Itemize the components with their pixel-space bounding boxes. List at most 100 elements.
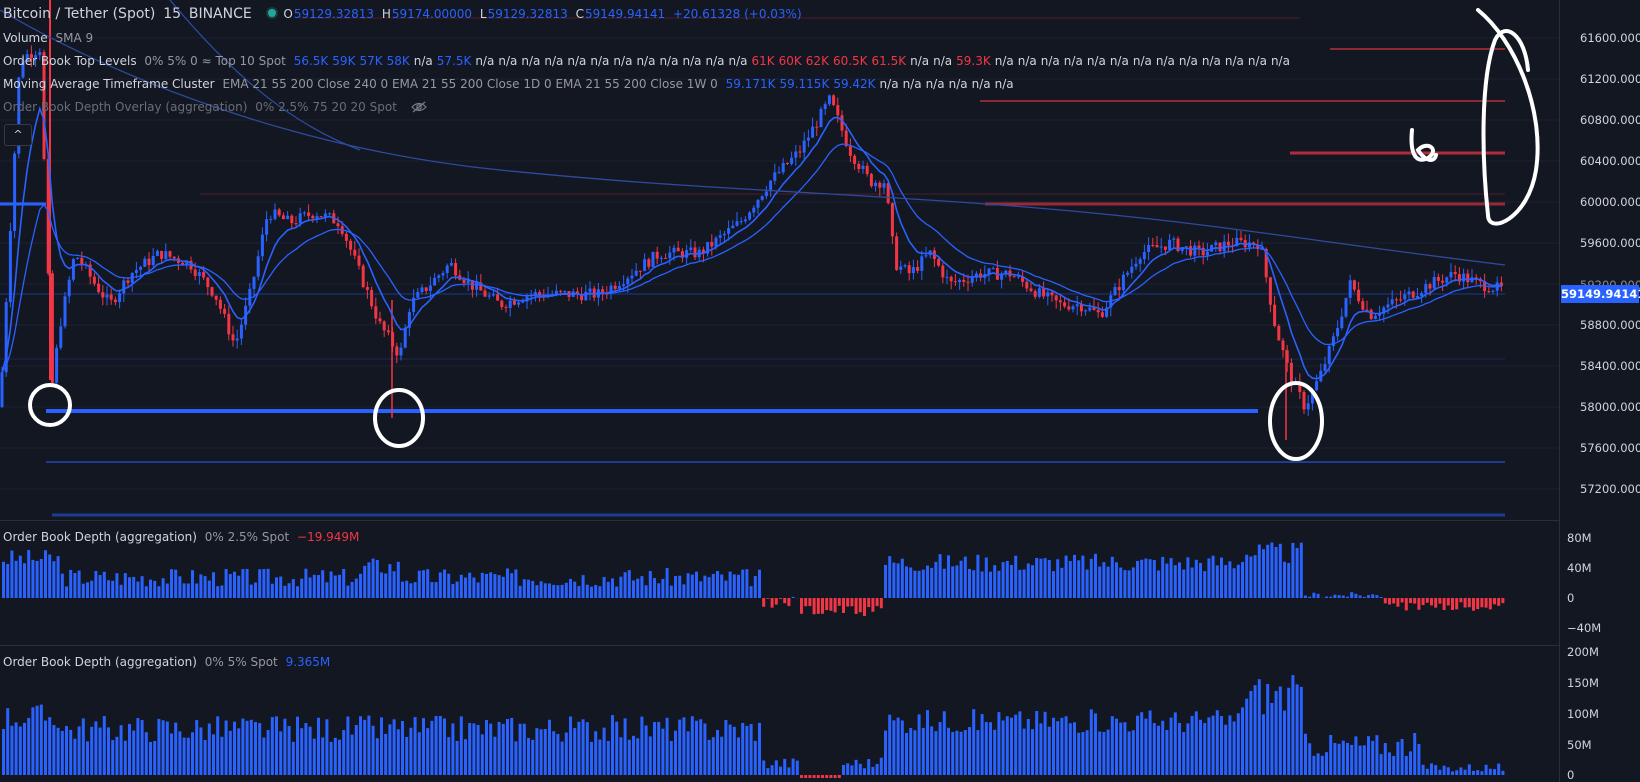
candle-body	[1441, 280, 1445, 283]
depth-bar	[1169, 558, 1173, 598]
candle-body	[475, 282, 479, 290]
candle-body	[185, 260, 189, 266]
depth-bar	[1073, 554, 1076, 598]
candle-body	[63, 296, 67, 327]
volume-legend[interactable]: Volume SMA 9	[3, 30, 97, 46]
indicator-name[interactable]: Order Book Depth (aggregation)	[3, 530, 197, 544]
depth-bar	[1371, 740, 1375, 775]
candle-body	[118, 293, 122, 303]
candle-body	[1336, 328, 1340, 337]
depth-bar	[1325, 752, 1328, 775]
interval[interactable]: 15	[163, 6, 182, 22]
symbol-name[interactable]: Bitcoin / Tether (Spot)	[3, 6, 156, 22]
depth-bar	[409, 583, 413, 598]
pane-divider[interactable]	[0, 520, 1560, 521]
depth-bar	[674, 576, 677, 598]
depth-bar	[926, 565, 929, 598]
candle-body	[214, 295, 218, 300]
indicator-name[interactable]: Order Book Depth (aggregation)	[3, 655, 197, 669]
market-status-icon[interactable]	[267, 9, 276, 17]
candle-body	[344, 233, 348, 241]
candle-body	[895, 236, 899, 270]
candle-body	[701, 249, 705, 254]
ma-cluster-legend[interactable]: Moving Average Timeframe Cluster EMA 21 …	[3, 76, 1022, 92]
depth-bar	[678, 719, 682, 775]
candle-body	[1025, 281, 1029, 289]
depth-bar	[39, 704, 43, 775]
depth-bar	[573, 728, 577, 775]
indicator-value: n/a	[728, 54, 748, 68]
depth-bar	[1220, 557, 1223, 598]
depth-bar	[720, 574, 724, 598]
depth-bar	[783, 598, 787, 604]
depth-bar	[203, 740, 207, 775]
depth-bar	[321, 570, 325, 598]
depth-bar	[1094, 553, 1097, 598]
ohlc-open-label: O	[283, 7, 293, 21]
depth-bar	[291, 741, 295, 775]
depth-bar	[165, 583, 169, 598]
depth-bar	[1270, 542, 1274, 598]
indicator-value: n/a	[1201, 54, 1221, 68]
indicator-name[interactable]: Moving Average Timeframe Cluster	[3, 77, 215, 91]
indicator-name[interactable]: Order Book Top Levels	[3, 54, 137, 68]
depth-bar	[1073, 722, 1076, 775]
depth-bar	[779, 766, 782, 775]
pane-divider[interactable]	[0, 645, 1560, 646]
depth-bar	[1278, 543, 1282, 598]
symbol-legend[interactable]: Bitcoin / Tether (Spot) 15 BINANCE O5912…	[3, 6, 806, 22]
candle-body	[1457, 274, 1461, 282]
candle-body	[1394, 299, 1398, 301]
depth-bar	[1283, 561, 1286, 598]
depth-bar	[1199, 719, 1202, 775]
depth-bar	[548, 719, 551, 775]
depth-bar	[455, 581, 459, 598]
depth-bar	[594, 731, 598, 775]
depth-bar	[338, 574, 341, 598]
depth-bar	[1354, 593, 1358, 598]
hidden-eye-icon[interactable]	[410, 101, 427, 113]
ob-levels-legend[interactable]: Order Book Top Levels 0% 5% 0 ≈ Top 10 S…	[3, 53, 1298, 69]
indicator-name[interactable]: Volume	[3, 31, 48, 45]
indicator-value: n/a	[902, 77, 922, 91]
indicator-name[interactable]: Order Book Depth Overlay (aggregation)	[3, 100, 248, 114]
depth-bar	[1068, 561, 1072, 598]
candle-body	[1382, 307, 1386, 314]
depth-bar	[128, 577, 131, 598]
depth-bar	[1396, 598, 1400, 607]
depth-bar	[1178, 562, 1181, 598]
depth-bar	[858, 598, 862, 613]
depth-bar	[1488, 598, 1492, 610]
depth-bar	[518, 585, 522, 598]
last-price-tag: 59149.94141	[1561, 285, 1640, 303]
depth-bar	[132, 730, 136, 775]
indicator-value: n/a	[498, 54, 518, 68]
depth-bar	[833, 775, 837, 778]
depth-bar	[396, 729, 400, 775]
depth-bar	[333, 575, 337, 598]
candle-body	[25, 54, 29, 61]
depth-bar	[800, 598, 803, 614]
candle-body	[462, 279, 466, 283]
depth-bar	[224, 569, 228, 598]
depth-bar	[917, 570, 921, 598]
indicator-value: n/a	[933, 54, 953, 68]
depth-bar	[1152, 723, 1156, 775]
depth-2-5-legend[interactable]: Order Book Depth (aggregation) 0% 2.5% S…	[3, 529, 363, 545]
depth-bar	[1409, 598, 1412, 604]
candle-body	[256, 256, 260, 277]
depth-bar	[1186, 557, 1190, 598]
indicator-value: n/a	[475, 54, 495, 68]
depth-bar	[363, 719, 367, 775]
depth-bar	[1467, 764, 1471, 775]
ema-200-line	[0, 9, 1506, 266]
depth-bar	[1010, 717, 1013, 775]
depth-5-legend[interactable]: Order Book Depth (aggregation) 0% 5% Spo…	[3, 654, 334, 670]
depth-overlay-legend[interactable]: Order Book Depth Overlay (aggregation) 0…	[3, 99, 427, 115]
collapse-legend-button[interactable]: ^	[4, 124, 32, 146]
depth-bar	[1459, 767, 1463, 775]
depth-bar	[380, 717, 383, 775]
candlestick-series	[0, 0, 1503, 440]
